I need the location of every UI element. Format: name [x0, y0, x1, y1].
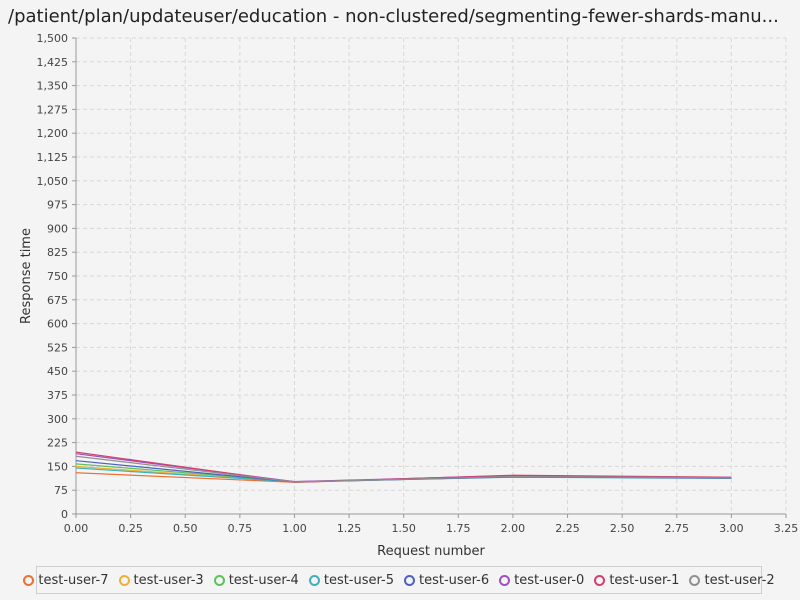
y-tick-label: 75: [54, 484, 68, 497]
legend-label: test-user-3: [133, 572, 204, 588]
legend-item-test-user-7: test-user-7: [23, 572, 109, 588]
x-tick-label: 0.50: [173, 522, 198, 535]
x-tick-label: 0.75: [228, 522, 253, 535]
legend-item-test-user-1: test-user-1: [594, 573, 679, 588]
x-tick-label: 1.50: [391, 522, 416, 535]
y-tick-label: 525: [47, 341, 68, 354]
legend-label: test-user-6: [419, 572, 490, 588]
legend-label: test-user-5: [323, 572, 394, 588]
y-tick-label: 450: [47, 365, 68, 378]
y-tick-label: 0: [61, 508, 68, 521]
legend-item-test-user-3: test-user-3: [118, 572, 204, 588]
legend: test-user-7 test-user-3 test-user-4 test-us…: [23, 566, 775, 594]
y-tick-label: 1,350: [37, 80, 69, 93]
y-tick-label: 375: [47, 389, 68, 402]
y-tick-label: 1,425: [37, 56, 69, 69]
chart-plot: 0 75 150 225 300 375 450 525 600 675 750 825 900 975 1…: [19, 32, 799, 559]
legend-item-test-user-6: test-user-6: [404, 573, 489, 588]
legend-item-test-user-0: test-user-0: [499, 573, 584, 588]
y-tick-label: 975: [47, 199, 68, 212]
y-tick-label: 750: [47, 270, 68, 283]
y-tick-label: 300: [47, 413, 68, 426]
legend-swatch-icon: [308, 574, 320, 586]
x-axis-ticks: 0.00 0.25 0.50 0.75 1.00 1.25 1.50 1.75 2.00 2.25…: [64, 514, 799, 535]
legend-swatch-icon: [213, 574, 225, 586]
y-tick-label: 225: [47, 437, 68, 450]
legend-label: test-user-4: [228, 572, 299, 588]
x-tick-label: 3.25: [774, 522, 799, 535]
x-tick-label: 1.25: [337, 522, 362, 535]
y-tick-label: 675: [47, 294, 68, 307]
y-tick-label: 600: [47, 318, 68, 331]
legend-label: test-user-0: [514, 572, 585, 588]
x-tick-label: 0.25: [118, 522, 143, 535]
y-axis-ticks: 0 75 150 225 300 375 450 525 600 675 750 825 900 975 1…: [37, 32, 76, 521]
x-tick-label: 2.50: [610, 522, 635, 535]
y-axis-label: Response time: [19, 228, 34, 324]
x-tick-label: 3.00: [719, 522, 744, 535]
legend-swatch-icon: [404, 574, 415, 586]
legend-item-test-user-4: test-user-4: [213, 572, 299, 588]
legend-item-test-user-5: test-user-5: [308, 572, 394, 588]
legend-swatch-icon: [23, 574, 35, 586]
y-tick-label: 1,275: [37, 103, 69, 116]
x-axis-label: Request number: [377, 544, 485, 559]
x-tick-label: 1.00: [282, 522, 307, 535]
legend-label: test-user-2: [704, 572, 775, 588]
legend-item-test-user-2: test-user-2: [689, 572, 775, 588]
legend-swatch-icon: [689, 574, 701, 586]
x-tick-label: 2.75: [665, 522, 690, 535]
y-tick-label: 150: [47, 460, 68, 473]
legend-swatch-icon: [499, 574, 511, 586]
legend-label: test-user-1: [609, 572, 680, 588]
chart-title: /patient/plan/updateuser/education - non…: [8, 6, 779, 27]
series-lines: [75, 451, 732, 483]
y-tick-label: 900: [47, 222, 68, 235]
y-tick-label: 1,500: [37, 32, 69, 45]
y-tick-label: 1,125: [37, 151, 69, 164]
y-tick-label: 1,050: [37, 175, 69, 188]
y-tick-label: 1,200: [37, 127, 69, 140]
legend-label: test-user-7: [38, 572, 109, 588]
legend-swatch-icon: [594, 574, 606, 586]
x-tick-label: 2.25: [555, 522, 580, 535]
y-tick-label: 825: [47, 246, 68, 259]
legend-swatch-icon: [118, 574, 130, 586]
x-tick-label: 1.75: [446, 522, 471, 535]
grid-lines: [75, 37, 787, 515]
series-line-test-user-2: [75, 455, 732, 483]
x-tick-label: 0.00: [64, 522, 89, 535]
x-tick-label: 2.00: [501, 522, 526, 535]
